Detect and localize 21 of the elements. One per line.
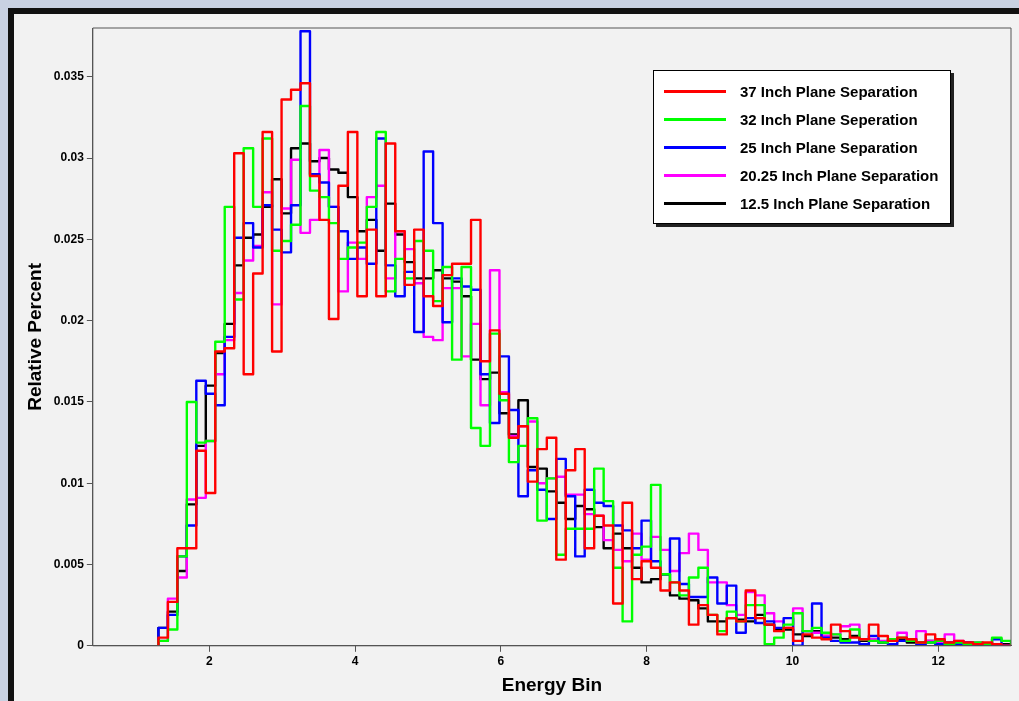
legend-label: 20.25 Inch Plane Separation: [740, 166, 939, 184]
legend-label: 25 Inch Plane Separation: [740, 138, 918, 156]
y-tick-label: 0.015: [53, 394, 85, 409]
x-tick-label: 4: [351, 654, 359, 669]
legend-label: 12.5 Inch Plane Separation: [740, 194, 931, 212]
y-tick-label: 0: [77, 638, 85, 653]
y-tick-label: 0.01: [60, 475, 85, 490]
y-tick-label: 0.035: [53, 69, 85, 84]
y-axis-title: Relative Percent: [23, 262, 45, 411]
x-tick-label: 12: [931, 654, 946, 669]
y-tick-label: 0.005: [53, 556, 85, 571]
y-tick-label: 0.03: [60, 150, 85, 165]
x-tick-label: 8: [643, 654, 651, 669]
y-tick-label: 0.02: [60, 312, 85, 327]
legend-label: 32 Inch Plane Seperation: [740, 110, 918, 128]
x-axis-title: Energy Bin: [501, 673, 603, 695]
x-tick-label: 2: [206, 654, 214, 669]
legend-label: 37 Inch Plane Separation: [740, 82, 918, 100]
x-tick-label: 6: [497, 654, 505, 669]
x-tick-label: 10: [785, 654, 800, 669]
y-tick-label: 0.025: [53, 231, 85, 246]
